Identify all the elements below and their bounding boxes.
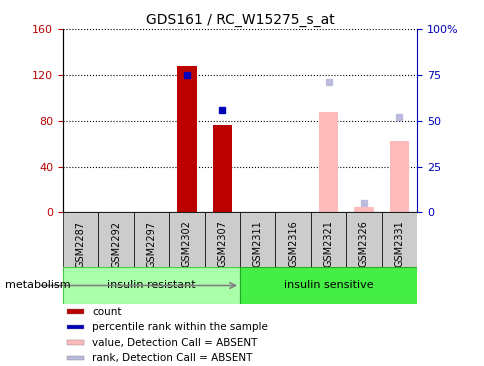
Text: GSM2292: GSM2292 xyxy=(111,220,121,268)
Bar xyxy=(67,309,83,314)
Text: count: count xyxy=(92,307,121,317)
Text: GSM2316: GSM2316 xyxy=(287,220,298,267)
Bar xyxy=(240,267,416,304)
Text: GSM2311: GSM2311 xyxy=(252,220,262,267)
Text: metabolism: metabolism xyxy=(5,280,70,291)
Bar xyxy=(310,212,346,267)
Bar xyxy=(346,212,381,267)
Bar xyxy=(240,212,275,267)
Text: GSM2287: GSM2287 xyxy=(76,220,86,268)
Text: insulin resistant: insulin resistant xyxy=(107,280,196,291)
Bar xyxy=(67,325,83,329)
Text: insulin sensitive: insulin sensitive xyxy=(283,280,373,291)
Bar xyxy=(63,212,98,267)
Text: GSM2326: GSM2326 xyxy=(358,220,368,268)
Text: rank, Detection Call = ABSENT: rank, Detection Call = ABSENT xyxy=(92,353,252,363)
Text: value, Detection Call = ABSENT: value, Detection Call = ABSENT xyxy=(92,338,257,348)
Text: GSM2307: GSM2307 xyxy=(217,220,227,268)
Bar xyxy=(134,212,169,267)
Bar xyxy=(204,212,240,267)
Bar xyxy=(98,212,134,267)
Bar xyxy=(67,340,83,345)
Text: GSM2331: GSM2331 xyxy=(393,220,404,267)
Bar xyxy=(169,212,204,267)
Bar xyxy=(389,141,408,212)
Bar xyxy=(275,212,310,267)
Bar xyxy=(177,66,197,212)
Bar xyxy=(318,112,338,212)
Bar xyxy=(381,212,416,267)
Text: GSM2302: GSM2302 xyxy=(182,220,192,268)
Text: GSM2297: GSM2297 xyxy=(146,220,156,268)
Text: percentile rank within the sample: percentile rank within the sample xyxy=(92,322,267,332)
Bar xyxy=(353,206,373,212)
Title: GDS161 / RC_W15275_s_at: GDS161 / RC_W15275_s_at xyxy=(145,13,334,27)
Bar xyxy=(212,125,232,212)
Bar xyxy=(63,267,240,304)
Bar xyxy=(67,356,83,361)
Text: GSM2321: GSM2321 xyxy=(323,220,333,268)
